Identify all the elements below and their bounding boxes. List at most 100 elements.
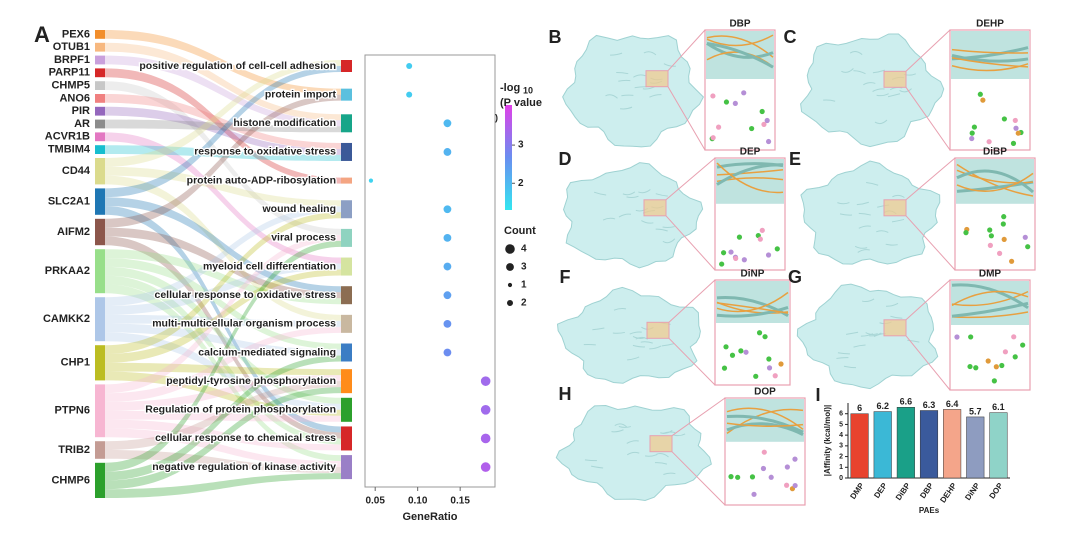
residue-dot: [749, 125, 755, 132]
gene-node: [95, 188, 105, 215]
x-tick-label: DBP: [918, 481, 935, 501]
panel-label: F: [560, 267, 571, 287]
residue-dot: [756, 330, 763, 336]
surface-crease: [858, 212, 871, 216]
term-node: [341, 343, 352, 362]
ribbon-strand: [716, 163, 784, 186]
term-node: [341, 397, 352, 422]
residue-dot: [757, 236, 763, 242]
gene-node: [95, 132, 105, 142]
term-label: Regulation of protein phosphorylation: [145, 404, 336, 416]
term-label: myeloid cell differentiation: [203, 260, 336, 272]
residue-dot: [710, 93, 716, 99]
dot: [480, 376, 491, 386]
surface-crease: [662, 238, 676, 244]
residue-dot: [741, 257, 747, 263]
term-label: response to oxidative stress: [194, 146, 336, 158]
x-tick-label: DEHP: [938, 481, 959, 505]
bar: [919, 410, 939, 479]
dot: [368, 178, 374, 183]
term-label: negative regulation of kinase activity: [152, 461, 336, 473]
surface-crease: [612, 331, 625, 334]
surface-crease: [654, 462, 668, 465]
term-node: [341, 60, 352, 72]
gene-label: CAMKK2: [43, 313, 90, 325]
residue-dot: [766, 356, 772, 362]
surface-crease: [602, 217, 616, 221]
flow: [105, 323, 341, 356]
flow: [105, 30, 341, 95]
gene-label: PTPN6: [55, 405, 90, 417]
x-axis-label: GeneRatio: [402, 511, 457, 523]
surface-crease: [663, 472, 676, 475]
residue-dot: [720, 250, 727, 256]
surface-crease: [890, 315, 903, 319]
ribbon-strand: [706, 42, 774, 59]
y-tick-label: 3: [839, 443, 843, 450]
surface-crease: [837, 352, 850, 355]
flow: [105, 94, 341, 228]
flow: [105, 197, 341, 293]
residue-dot: [735, 474, 741, 480]
ligand-label: DiBP: [983, 147, 1007, 158]
flow: [105, 175, 341, 321]
ribbon-strand: [726, 414, 804, 434]
protein-surface: [562, 34, 705, 148]
surface-crease: [660, 429, 673, 434]
residue-dot: [759, 108, 765, 115]
flow: [105, 258, 341, 350]
surface-crease: [592, 327, 605, 331]
residue-dot: [1000, 221, 1006, 227]
zoom-line: [668, 279, 716, 323]
ribbon-strand: [716, 168, 784, 176]
gene-node: [95, 42, 105, 52]
surface-crease: [899, 88, 912, 93]
protein-surface: [800, 33, 945, 148]
residue-dot: [792, 456, 798, 462]
term-label: cellular response to chemical stress: [155, 432, 336, 444]
ribbon-strand: [951, 57, 1029, 68]
flow: [105, 410, 341, 422]
colorbar-title: (P value: [500, 97, 542, 109]
value-label: 6.4: [946, 399, 959, 409]
gene-node: [95, 81, 105, 90]
residue-dot: [778, 361, 784, 367]
zoom-line: [667, 86, 706, 151]
ligand-label: DMP: [979, 269, 1002, 280]
surface-crease: [885, 243, 898, 246]
panel-label: I: [815, 385, 820, 405]
term-label: calcium-mediated signaling: [198, 346, 336, 358]
residue-dot: [1001, 236, 1007, 243]
residue-dot: [999, 362, 1005, 369]
residue-dot: [784, 464, 790, 470]
surface-crease: [853, 344, 866, 348]
flow: [105, 119, 341, 133]
term-node: [341, 257, 352, 276]
gene-node: [95, 68, 105, 78]
term-node: [341, 177, 352, 184]
gene-node: [95, 441, 105, 459]
y-tick-label: 6: [839, 411, 843, 418]
x-tick-label: DMP: [848, 481, 866, 501]
residue-dot: [723, 344, 729, 350]
surface-crease: [618, 426, 631, 428]
gene-node: [95, 30, 105, 39]
surface-crease: [629, 331, 642, 335]
binding-site: [883, 70, 907, 88]
surface-crease: [887, 93, 901, 98]
ribbon-strand: [706, 35, 774, 58]
legend-label: 3: [521, 262, 527, 273]
term-node: [341, 142, 352, 161]
term-label: positive regulation of cell-cell adhesio…: [139, 60, 336, 72]
ligand-label: DOP: [754, 387, 776, 398]
surface-crease: [860, 333, 874, 337]
residue-dot: [1025, 244, 1031, 250]
term-node: [341, 286, 352, 305]
flow: [105, 249, 341, 305]
residue-dot: [1012, 354, 1018, 360]
protein-surface: [562, 162, 704, 269]
x-tick-label: DEP: [872, 481, 889, 500]
surface-crease: [610, 52, 623, 56]
surface-crease: [823, 99, 836, 102]
